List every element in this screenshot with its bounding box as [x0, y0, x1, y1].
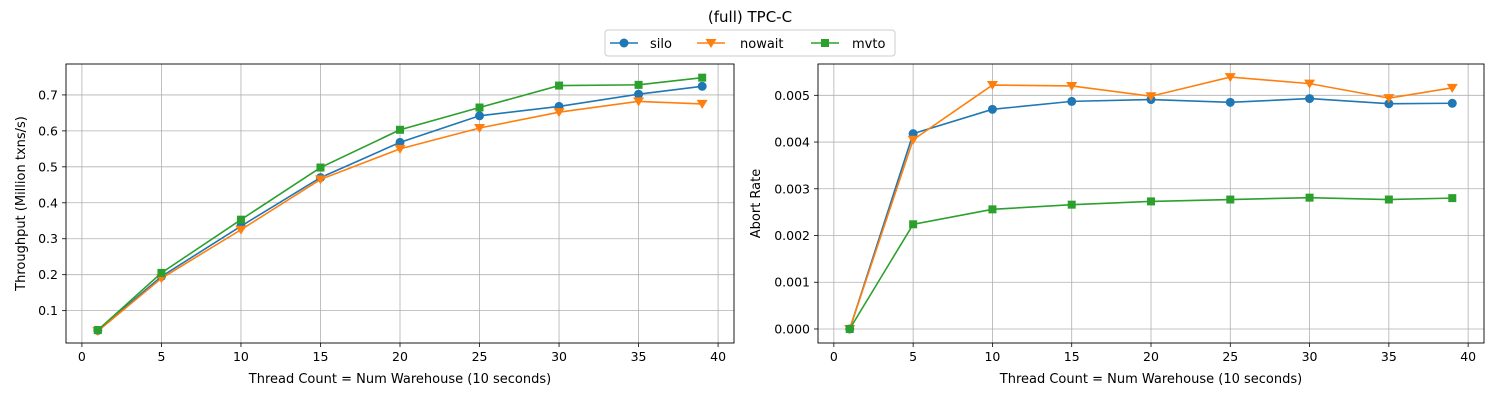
throughput-point-silo-20: [395, 137, 405, 147]
abort-rate-ytick-label-0-004: 0.004: [774, 135, 810, 150]
abort-rate-axes-frame: [817, 63, 1485, 344]
abort-rate-point-nowait-25: [1224, 73, 1236, 83]
abort-rate-ytick-label-0-005: 0.005: [774, 88, 810, 103]
legend-label-nowait: nowait: [740, 37, 784, 52]
figure-title: (full) TPC-C: [708, 8, 792, 26]
abort-rate-point-mvto-10: [988, 205, 997, 214]
throughput-point-mvto-1: [93, 326, 102, 335]
abort-rate-point-silo-35: [1384, 99, 1394, 109]
throughput-point-mvto-15: [316, 163, 325, 172]
abort-rate-point-mvto-25: [1226, 195, 1235, 204]
abort-rate-xtick-label-40: 40: [1460, 349, 1476, 364]
abort-rate-point-silo-10: [987, 104, 997, 114]
legend-entry-nowait: nowait: [697, 37, 784, 52]
throughput-point-nowait-39: [696, 99, 708, 109]
abort-rate-xtick-label-35: 35: [1381, 349, 1397, 364]
abort-rate-point-mvto-20: [1147, 197, 1155, 206]
abort-rate-point-silo-30: [1305, 94, 1315, 104]
throughput-chart: 0 5 10 15 20 25 30 35 40 0.1 0.2 0.3 0.4 0.5 0.6 0.7 Thr…: [14, 63, 735, 387]
abort-rate-point-mvto-15: [1067, 200, 1076, 209]
abort-rate-xtick-label-10: 10: [984, 349, 1000, 364]
abort-rate-point-nowait-35: [1383, 94, 1395, 104]
throughput-point-nowait-10: [235, 225, 247, 235]
throughput-ytick-label-0-4: 0.4: [38, 195, 58, 210]
abort-rate-point-mvto-35: [1384, 195, 1393, 204]
legend-marker-nowait: [705, 39, 717, 48]
throughput-xtick-label-0: 0: [78, 349, 86, 364]
throughput-axes-frame: [65, 63, 735, 344]
abort-rate-point-nowait-10: [986, 81, 998, 91]
abort-rate-point-silo-25: [1225, 97, 1235, 107]
throughput-xtick-label-40: 40: [710, 349, 726, 364]
abort-rate-xtick-label-0: 0: [830, 349, 838, 364]
legend-entry-mvto: mvto: [811, 37, 885, 52]
throughput-xtick-label-10: 10: [233, 349, 249, 364]
throughput-xtick-label-20: 20: [392, 349, 408, 364]
throughput-ytick-label-0-5: 0.5: [38, 159, 58, 174]
throughput-point-silo-35: [634, 89, 644, 99]
legend-entry-silo: silo: [610, 37, 672, 52]
abort-rate-xtick-label-25: 25: [1222, 349, 1238, 364]
legend: silo nowait mvto: [604, 29, 896, 57]
throughput-point-mvto-25: [475, 103, 484, 112]
throughput-point-nowait-35: [633, 97, 645, 107]
abort-rate-ytick-label-0-003: 0.003: [774, 181, 810, 196]
legend-label-mvto: mvto: [852, 37, 885, 52]
throughput-xtick-label-35: 35: [631, 349, 647, 364]
legend-label-silo: silo: [650, 37, 672, 52]
throughput-point-mvto-39: [698, 73, 707, 82]
legend-marker-silo: [619, 38, 629, 48]
throughput-point-mvto-20: [396, 125, 404, 134]
abort-rate-point-nowait-15: [1066, 81, 1078, 91]
throughput-ytick-label-0-6: 0.6: [38, 123, 58, 138]
abort-rate-xlabel: Thread Count = Num Warehouse (10 seconds…: [999, 372, 1302, 387]
throughput-point-silo-39: [697, 81, 707, 91]
legend-frame: [604, 29, 896, 57]
throughput-xlabel: Thread Count = Num Warehouse (10 seconds…: [248, 372, 551, 387]
abort-rate-ytick-label-0-002: 0.002: [774, 228, 810, 243]
throughput-ytick-label-0-7: 0.7: [38, 87, 58, 102]
abort-rate-ylabel: Abort Rate: [749, 169, 764, 238]
abort-rate-xtick-label-20: 20: [1143, 349, 1159, 364]
throughput-xtick-label-15: 15: [313, 349, 329, 364]
throughput-point-mvto-35: [634, 80, 643, 89]
throughput-point-nowait-20: [394, 144, 406, 154]
throughput-xtick-label-25: 25: [472, 349, 488, 364]
throughput-point-nowait-25: [474, 123, 486, 133]
abort-rate-point-mvto-39: [1448, 194, 1457, 203]
throughput-ytick-label-0-3: 0.3: [38, 231, 58, 246]
throughput-point-mvto-10: [236, 215, 245, 224]
throughput-point-mvto-30: [555, 81, 564, 90]
throughput-ylabel: Throughput (Million txns/s): [14, 116, 29, 292]
abort-rate-xtick-label-15: 15: [1064, 349, 1080, 364]
abort-rate-point-nowait-5: [907, 135, 919, 145]
abort-rate-point-nowait-39: [1446, 83, 1458, 93]
throughput-ytick-label-0-1: 0.1: [38, 303, 58, 318]
abort-rate-point-silo-39: [1447, 98, 1457, 108]
abort-rate-point-mvto-5: [909, 220, 918, 229]
abort-rate-xtick-label-5: 5: [909, 349, 917, 364]
throughput-point-mvto-5: [157, 268, 166, 277]
throughput-point-nowait-30: [553, 108, 565, 118]
abort-rate-point-nowait-20: [1145, 92, 1157, 102]
abort-rate-point-mvto-1: [845, 324, 854, 333]
legend-marker-mvto: [821, 39, 829, 47]
abort-rate-ytick-label-0-000: 0.000: [774, 321, 810, 336]
abort-rate-point-nowait-30: [1304, 79, 1316, 89]
abort-rate-ytick-label-0-001: 0.001: [774, 275, 810, 290]
throughput-point-nowait-15: [314, 175, 326, 185]
throughput-xtick-label-5: 5: [157, 349, 165, 364]
abort-rate-chart: 0 5 10 15 20 25 30 35 40 0.000 0.001 0.002 0.003 0.00…: [749, 63, 1485, 387]
abort-rate-xtick-label-30: 30: [1302, 349, 1318, 364]
throughput-ytick-label-0-2: 0.2: [38, 267, 58, 282]
abort-rate-point-silo-15: [1067, 96, 1077, 106]
abort-rate-point-mvto-30: [1305, 193, 1314, 202]
throughput-xtick-label-30: 30: [551, 349, 567, 364]
throughput-point-silo-25: [475, 111, 485, 121]
